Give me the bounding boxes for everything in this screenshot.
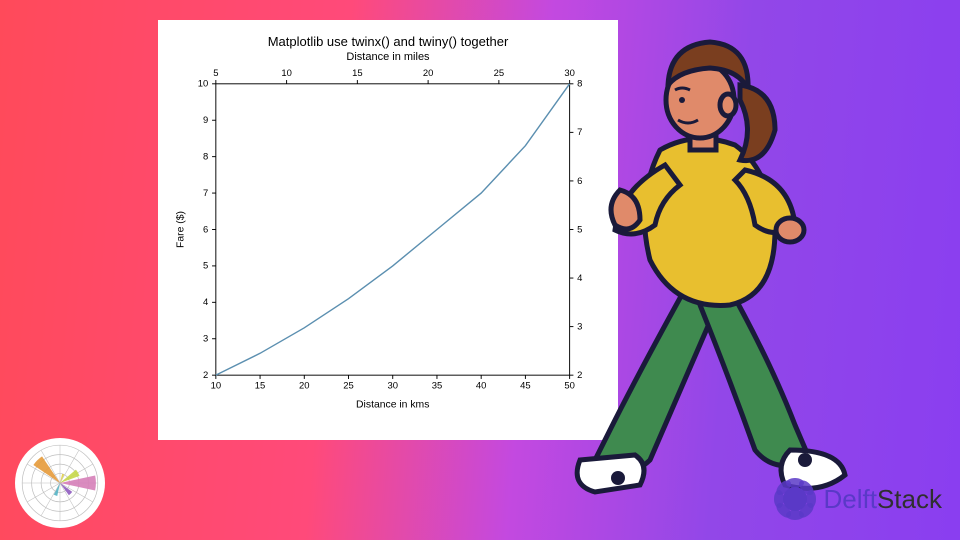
svg-text:15: 15 — [352, 68, 363, 79]
polar-rose-icon — [15, 438, 105, 528]
svg-text:4: 4 — [203, 297, 208, 308]
svg-text:2: 2 — [203, 370, 208, 381]
svg-text:Distance in kms: Distance in kms — [356, 399, 429, 410]
svg-text:5: 5 — [203, 261, 208, 272]
person-illustration — [540, 30, 880, 500]
svg-text:25: 25 — [343, 380, 354, 391]
svg-text:35: 35 — [432, 380, 443, 391]
svg-text:7: 7 — [203, 188, 208, 199]
svg-text:15: 15 — [255, 380, 265, 391]
svg-text:20: 20 — [423, 68, 434, 79]
svg-text:20: 20 — [299, 380, 310, 391]
svg-text:Fare ($): Fare ($) — [176, 211, 187, 248]
logo-badge-icon — [772, 476, 818, 522]
svg-text:3: 3 — [203, 334, 208, 345]
svg-text:45: 45 — [520, 380, 531, 391]
logo-text: DelftStack — [824, 484, 943, 515]
svg-text:5: 5 — [213, 68, 218, 79]
svg-text:8: 8 — [203, 151, 208, 162]
svg-text:10: 10 — [211, 380, 222, 391]
svg-text:9: 9 — [203, 115, 208, 126]
svg-text:6: 6 — [203, 224, 208, 235]
person-svg — [540, 30, 880, 500]
svg-text:30: 30 — [387, 380, 398, 391]
svg-text:25: 25 — [494, 68, 505, 79]
svg-text:40: 40 — [476, 380, 487, 391]
svg-text:10: 10 — [281, 68, 292, 79]
svg-text:10: 10 — [198, 79, 209, 90]
delftstack-logo: DelftStack — [772, 476, 943, 522]
logo-text-main: Delft — [824, 484, 877, 514]
polar-svg — [15, 438, 105, 528]
logo-text-accent: Stack — [877, 484, 942, 514]
